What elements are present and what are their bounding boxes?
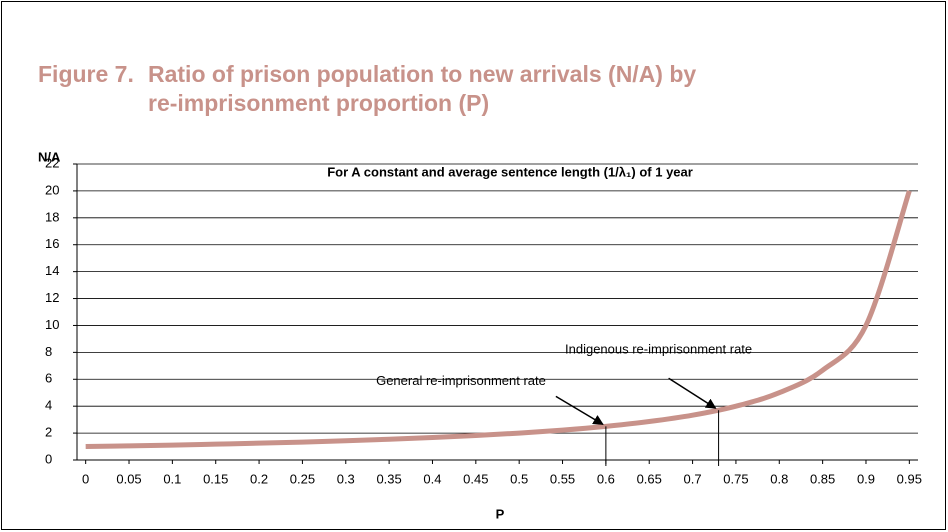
annotation-arrow (555, 395, 604, 426)
x-tick-label: 0.15 (203, 471, 228, 486)
x-tick-label: 0.65 (637, 471, 662, 486)
figure-label: Figure 7. (38, 61, 134, 87)
data-line (85, 190, 912, 450)
y-tick-label: 2 (45, 425, 52, 440)
x-tick-label: 0.45 (463, 471, 488, 486)
y-tick-label: 18 (45, 209, 59, 224)
y-tick-label: 20 (45, 182, 59, 197)
x-tick-label: 0.95 (897, 471, 922, 486)
x-tick-label: 0 (82, 471, 89, 486)
y-tick-label: 0 (45, 451, 52, 466)
x-tick-label: 0.85 (810, 471, 835, 486)
x-axis-label: P (496, 506, 505, 521)
annotation-arrow (668, 377, 717, 409)
x-tick-label: 0.55 (550, 471, 575, 486)
x-tick-label: 0.8 (770, 471, 788, 486)
subtitle: For A constant and average sentence leng… (327, 164, 693, 179)
y-tick-label: 22 (45, 155, 59, 170)
x-tick-label: 0.35 (376, 471, 401, 486)
annotation-text: Indigenous re-imprisonment rate (565, 342, 752, 357)
x-tick-label: 0.9 (857, 471, 875, 486)
x-tick-label: 0.6 (597, 471, 615, 486)
chart-title: Ratio of prison population to new arriva… (148, 61, 696, 87)
y-tick-label: 6 (45, 371, 52, 386)
chart-title: re-imprisonment proportion (P) (148, 90, 489, 116)
x-tick-label: 0.75 (723, 471, 748, 486)
y-tick-label: 16 (45, 236, 59, 251)
annotation-text: General re-imprisonment rate (376, 373, 546, 388)
x-tick-label: 0.25 (290, 471, 315, 486)
y-tick-label: 14 (45, 263, 59, 278)
x-tick-label: 0.5 (510, 471, 528, 486)
x-tick-label: 0.3 (337, 471, 355, 486)
x-tick-label: 0.7 (684, 471, 702, 486)
y-tick-label: 10 (45, 317, 59, 332)
y-axis-label: N/A (38, 149, 61, 164)
x-tick-label: 0.1 (163, 471, 181, 486)
x-tick-label: 0.05 (116, 471, 141, 486)
y-tick-label: 4 (45, 398, 52, 413)
y-tick-label: 8 (45, 344, 52, 359)
y-tick-label: 12 (45, 290, 59, 305)
x-tick-label: 0.2 (250, 471, 268, 486)
x-tick-label: 0.4 (423, 471, 441, 486)
